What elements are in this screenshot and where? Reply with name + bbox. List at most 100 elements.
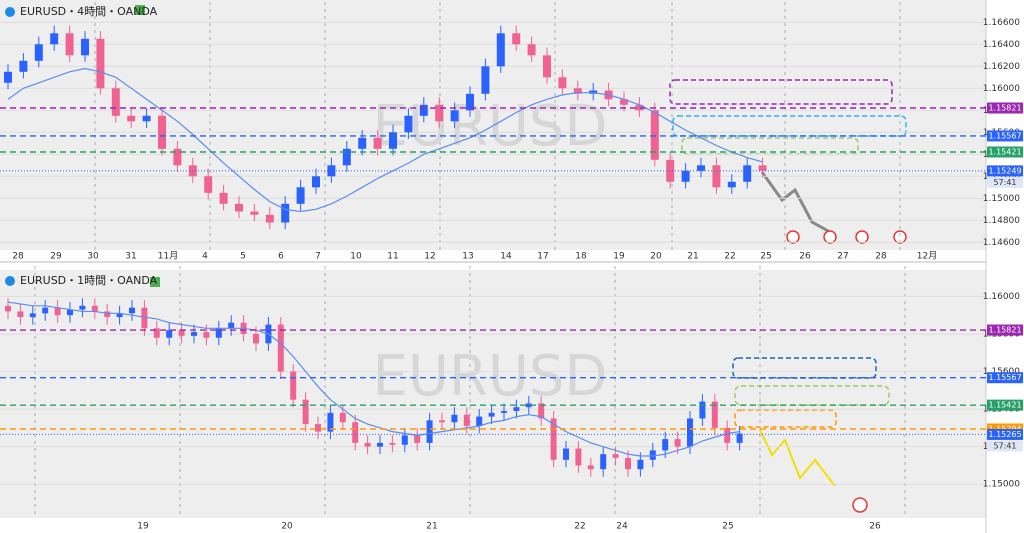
candle-body <box>67 309 73 316</box>
candle-body <box>327 165 336 177</box>
separator <box>0 250 1024 270</box>
event-icon[interactable] <box>852 497 868 513</box>
candle-body <box>315 424 321 432</box>
candle-body <box>327 412 334 432</box>
x-tick-label: 11月 <box>158 251 178 262</box>
candle-body <box>666 159 675 182</box>
x-tick-label: 31 <box>125 252 136 262</box>
x-tick-label: 6 <box>278 252 284 262</box>
candle-body <box>612 454 619 458</box>
candle-body <box>758 165 767 171</box>
x-tick-label: 19 <box>613 252 625 262</box>
candle-body <box>312 176 320 188</box>
candle-body <box>681 170 690 182</box>
candle-body <box>389 442 396 445</box>
x-tick-label: 4 <box>202 252 208 262</box>
candle-body <box>575 448 582 466</box>
candle-body <box>204 176 213 193</box>
y-tick-label: 1.15000 <box>983 194 1020 204</box>
candle-body <box>364 442 371 447</box>
candle-body <box>401 435 408 445</box>
candle-body <box>250 211 259 215</box>
candle-body <box>435 104 444 122</box>
candle-body <box>96 38 105 89</box>
candle-body <box>352 422 359 443</box>
level-label: 1.15421 <box>988 147 1021 156</box>
candle-body <box>166 330 173 338</box>
event-icon[interactable] <box>786 230 800 244</box>
forecast-sketch <box>760 171 831 234</box>
x-tick-label: 28 <box>12 252 24 262</box>
candle-body <box>711 401 718 428</box>
countdown: 57:41 <box>993 441 1016 450</box>
y-tick-label: 1.15200 <box>983 172 1020 182</box>
candle-body <box>426 420 433 443</box>
x-tick-label: 20 <box>281 522 293 532</box>
event-icon[interactable] <box>855 230 869 244</box>
level-label: 1.15821 <box>988 326 1021 335</box>
candle-body <box>111 88 120 116</box>
y-tick-label: 1.15600 <box>983 367 1020 377</box>
candle-body <box>512 33 521 45</box>
countdown: 57:41 <box>993 178 1016 187</box>
candle-body <box>558 77 567 89</box>
candle-body <box>620 99 628 105</box>
x-tick-label: 17 <box>537 252 548 262</box>
candle-body <box>265 214 274 223</box>
y-tick-label: 1.16400 <box>983 40 1020 50</box>
chart-title: EURUSD・4時間・OANDA <box>20 5 158 18</box>
level-tag <box>987 372 1023 384</box>
candle-body <box>178 330 185 336</box>
candle-body <box>476 416 483 426</box>
candle-body <box>91 305 98 312</box>
level-tag <box>987 130 1023 142</box>
y-tick-label: 1.14600 <box>983 238 1020 248</box>
zone <box>669 79 893 105</box>
candle-body <box>50 33 59 45</box>
candle-body <box>649 450 656 460</box>
zone <box>734 385 890 406</box>
y-tick-label: 1.16200 <box>983 62 1020 72</box>
event-icon[interactable] <box>823 230 837 244</box>
candle-body <box>635 104 644 111</box>
moving-average <box>7 301 740 457</box>
candle-body <box>253 333 259 344</box>
x-tick-label: 13 <box>462 252 473 262</box>
level-label: 1.15567 <box>988 373 1021 382</box>
candle-body <box>290 371 297 400</box>
candle-body <box>587 465 594 470</box>
last-price-label: 1.15265 <box>988 430 1021 439</box>
candle-body <box>19 60 28 72</box>
candle-body <box>158 115 166 149</box>
x-tick-label: 28 <box>875 252 887 262</box>
candle-body <box>481 66 490 94</box>
candle-body <box>203 332 210 338</box>
status-icon <box>150 277 160 287</box>
candle-body <box>228 322 235 329</box>
candle-body <box>674 439 681 447</box>
candle-body <box>724 427 731 443</box>
symbol-icon <box>5 7 15 17</box>
candle-body <box>527 44 536 56</box>
level-label: 1.15567 <box>988 131 1021 140</box>
zone <box>681 137 859 155</box>
zone <box>672 115 907 137</box>
candle-body <box>377 442 383 447</box>
candle-body <box>4 71 12 83</box>
candle-body <box>743 165 752 182</box>
forecast-sketch <box>759 429 836 487</box>
candle-body <box>127 115 136 122</box>
x-tick-label: 7 <box>315 252 321 262</box>
candle-body <box>281 203 290 223</box>
candle-body <box>17 311 24 318</box>
symbol-icon <box>5 276 15 286</box>
candle-body <box>525 403 532 408</box>
moving-average <box>7 67 763 213</box>
candle-body <box>712 165 721 188</box>
candle-body <box>543 55 551 78</box>
x-tick-label: 18 <box>575 252 587 262</box>
candle-body <box>373 137 382 149</box>
x-tick-label: 22 <box>574 522 585 532</box>
candle-body <box>637 459 644 470</box>
status-icon <box>135 5 145 15</box>
